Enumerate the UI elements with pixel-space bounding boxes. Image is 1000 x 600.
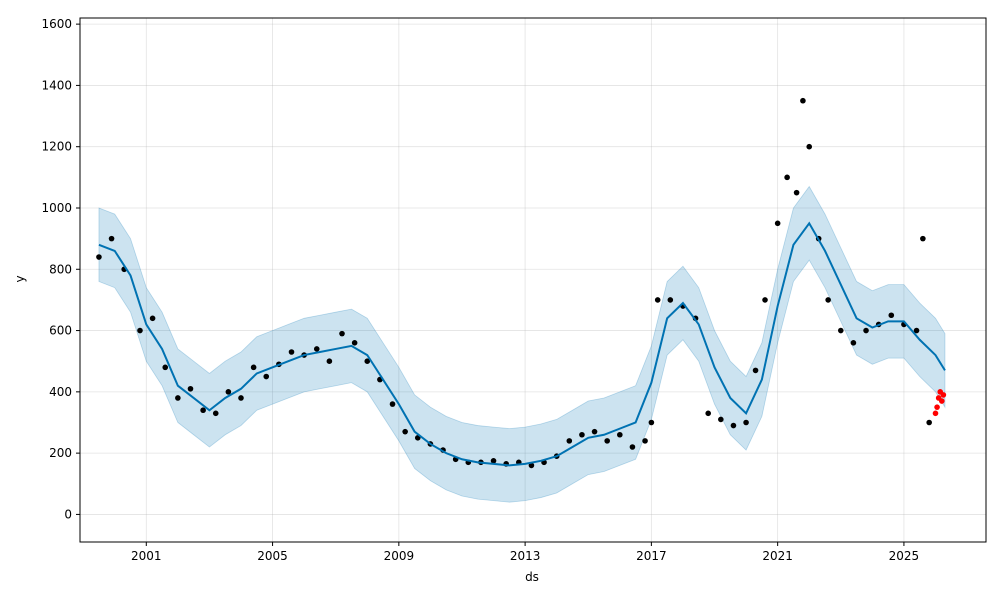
observed-point <box>762 297 768 303</box>
plot-area <box>96 97 947 503</box>
observed-point <box>793 189 800 196</box>
x-tick-label: 2021 <box>762 549 793 563</box>
test-point <box>940 392 947 398</box>
observed-point <box>566 438 573 444</box>
test-point <box>932 410 939 417</box>
observed-point <box>339 330 345 337</box>
x-tick-label: 2005 <box>257 549 288 563</box>
x-tick-label: 2017 <box>636 549 667 563</box>
observed-point <box>108 235 115 242</box>
observed-point <box>490 457 497 464</box>
observed-point <box>200 407 206 414</box>
observed-point <box>162 364 169 371</box>
observed-point <box>402 428 408 435</box>
y-tick-label: 200 <box>49 446 72 460</box>
observed-point <box>137 327 143 334</box>
observed-point <box>642 438 648 444</box>
observed-point <box>800 97 806 104</box>
observed-point <box>351 340 358 346</box>
observed-point <box>806 143 813 150</box>
x-tick-label: 2001 <box>131 549 162 563</box>
observed-point <box>913 327 920 334</box>
y-tick-label: 1400 <box>41 78 72 92</box>
observed-point <box>604 438 610 444</box>
observed-point <box>784 174 790 181</box>
observed-point <box>250 364 257 371</box>
observed-point <box>654 297 661 303</box>
observed-point <box>743 419 749 426</box>
grid <box>80 18 986 542</box>
observed-point <box>629 444 636 450</box>
test-point <box>934 404 940 410</box>
observed-point <box>96 254 102 260</box>
axes: 2001 2005 2009 2013 2017 2021 2025 0 200 400 600 80… <box>41 17 987 563</box>
observed-point <box>238 395 244 401</box>
x-tick-label: 2013 <box>510 549 541 563</box>
observed-point <box>591 428 598 435</box>
observed-point <box>617 431 623 438</box>
x-axis-label: ds <box>525 570 539 584</box>
observed-point <box>926 419 932 426</box>
observed-point <box>752 367 759 374</box>
observed-point <box>920 235 926 242</box>
observed-point <box>528 462 535 469</box>
observed-point <box>225 389 232 395</box>
y-tick-label: 400 <box>49 385 72 399</box>
y-axis-label: y <box>13 275 27 282</box>
observed-point <box>705 410 712 417</box>
observed-point <box>825 297 831 303</box>
observed-point <box>326 358 333 365</box>
x-tick-label: 2009 <box>384 549 415 563</box>
observed-point <box>850 340 857 346</box>
y-tick-label: 1600 <box>41 17 72 31</box>
y-tick-label: 1000 <box>41 201 72 215</box>
axes-frame <box>79 17 987 543</box>
observed-point <box>718 416 724 423</box>
observed-point <box>579 431 585 438</box>
observed-point <box>263 373 270 380</box>
observed-point <box>364 358 371 365</box>
observed-point <box>648 419 655 426</box>
observed-point <box>863 327 869 334</box>
observed-point <box>175 395 181 401</box>
test-point <box>939 398 945 404</box>
forecast-line <box>98 221 946 467</box>
y-tick-label: 1200 <box>41 140 72 154</box>
observed-point <box>149 315 156 322</box>
observed-point <box>888 312 895 319</box>
y-tick-label: 600 <box>49 324 72 338</box>
observed-point <box>774 220 781 227</box>
observed-point <box>667 297 674 303</box>
observed-point <box>313 346 320 352</box>
observed-point <box>837 327 844 334</box>
observed-point <box>187 385 194 392</box>
y-tick-label: 0 <box>64 507 72 521</box>
observed-point <box>212 410 219 417</box>
observed-point <box>288 349 295 355</box>
x-tick-label: 2025 <box>889 549 920 563</box>
observed-point <box>389 401 396 407</box>
observed-point <box>730 422 737 429</box>
y-tick-label: 800 <box>49 262 72 276</box>
